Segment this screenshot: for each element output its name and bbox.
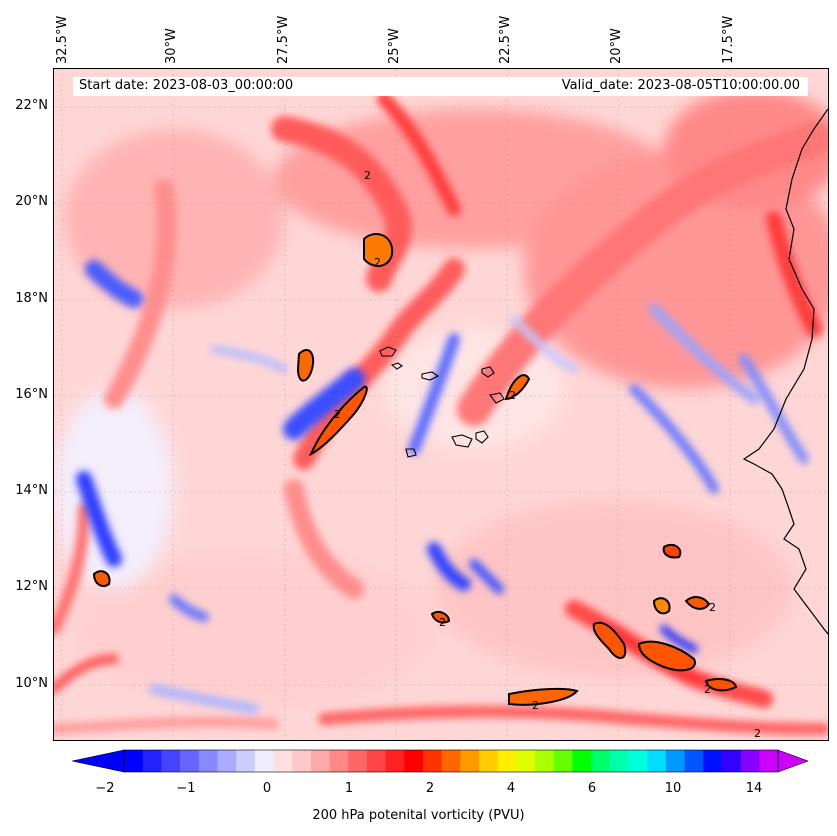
colorbar-swatch [180,750,200,772]
lon-label: 25°W [387,28,402,64]
colorbar-swatch [441,750,461,772]
colorbar-swatch [124,750,144,772]
colorbar-tick: −2 [95,781,115,796]
colorbar-swatch [609,750,630,772]
colorbar-extend-max [777,749,809,773]
colorbar-swatch [348,750,368,772]
colorbar-tick: 1 [344,781,354,796]
colorbar-swatch [591,750,611,772]
colorbar-swatch [553,750,573,772]
colorbar-swatch [366,750,387,772]
pv-contour-field: 2 2 2 2 2 2 2 2 2 [54,69,828,740]
lon-label: 17.5°W [721,15,736,64]
colorbar-swatch [665,750,686,772]
lat-label: 12°N [15,579,48,594]
contour-label: 2 [704,683,711,696]
colorbar-tick: 14 [745,781,763,796]
colorbar-tick: 4 [506,781,516,796]
colorbar-swatch [329,750,349,772]
colorbar-swatch [198,750,218,772]
colorbar-swatch [740,750,760,772]
contour-label: 2 [509,389,516,402]
colorbar-swatch [460,750,480,772]
colorbar-swatch [292,750,312,772]
colorbar-swatch [759,750,779,772]
contour-label: 2 [754,727,761,740]
contour-label: 2 [439,616,446,629]
colorbar-swatch [273,750,293,772]
lat-label: 22°N [15,98,48,113]
lon-label: 30°W [164,28,179,64]
lat-label: 18°N [15,291,48,306]
coastline [742,108,828,635]
colorbar-swatch [497,750,517,772]
colorbar-swatch [628,750,648,772]
valid-date-label: Valid_date: 2023-08-05T10:00:00.00 [561,78,800,93]
colorbar-swatch [236,750,256,772]
start-date-label: Start date: 2023-08-03_00:00:00 [79,78,294,93]
contour-label: 2 [364,169,371,182]
pv-map: 2 2 2 2 2 2 2 2 2 [53,68,829,741]
colorbar [71,746,810,780]
colorbar-tick: −1 [176,781,196,796]
colorbar-tick: 10 [664,781,682,796]
colorbar-swatch [254,750,274,772]
contour-label: 2 [532,699,539,712]
contour-label: 2 [709,601,716,614]
lon-label: 27.5°W [276,15,291,64]
contour-label: 2 [374,256,381,269]
lon-label: 32.5°W [55,15,70,64]
colorbar-tick: 6 [587,781,597,796]
lon-label: 20°W [609,28,624,64]
colorbar-swatch [142,750,162,772]
colorbar-swatch [721,750,742,772]
colorbar-swatch [404,750,424,772]
contour-label: 2 [334,408,341,421]
colorbar-swatch [422,750,443,772]
colorbar-swatch [161,750,181,772]
lat-label: 16°N [15,387,48,402]
colorbar-swatch [516,750,536,772]
colorbar-swatch [535,750,555,772]
colorbar-frame [123,749,779,773]
colorbar-swatch [385,750,405,772]
colorbar-swatch [310,750,331,772]
colorbar-swatch [703,750,723,772]
colorbar-swatch [572,750,592,772]
colorbar-swatch [479,750,499,772]
lat-label: 14°N [15,483,48,498]
colorbar-swatch [684,750,704,772]
cape-verde-islands [379,346,505,458]
colorbar-tick: 2 [425,781,435,796]
lon-label: 22.5°W [498,15,513,64]
colorbar-extend-min [71,749,125,773]
colorbar-swatch [217,750,237,772]
colorbar-swatches [71,749,809,773]
lat-label: 20°N [15,194,48,209]
colorbar-swatch [647,750,667,772]
colorbar-title: 200 hPa potenital vorticity (PVU) [312,808,525,823]
date-info-bar [73,77,808,96]
lat-label: 10°N [15,676,48,691]
colorbar-tick: 0 [262,781,272,796]
